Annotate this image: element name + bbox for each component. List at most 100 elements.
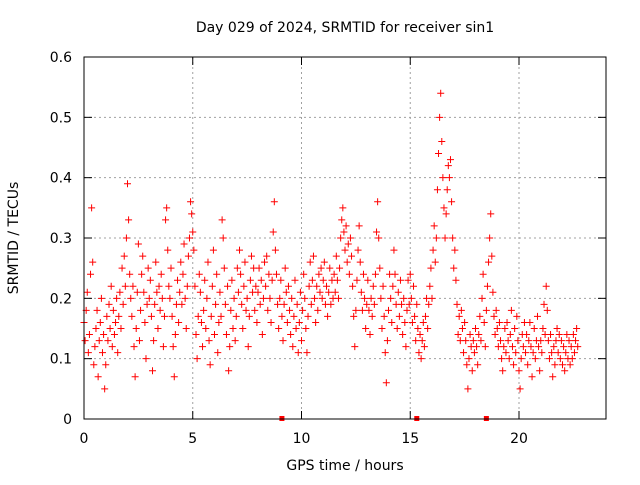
data-point <box>365 306 373 314</box>
data-point <box>106 325 114 332</box>
data-point <box>502 349 510 357</box>
data-point <box>222 331 230 339</box>
data-point <box>207 312 215 320</box>
data-point <box>181 294 189 302</box>
data-point <box>98 349 106 357</box>
data-point <box>438 137 446 145</box>
data-point <box>357 288 365 296</box>
data-point <box>287 331 295 339</box>
data-point <box>160 312 168 320</box>
data-point <box>495 318 503 326</box>
data-point <box>390 246 398 254</box>
data-point <box>406 270 414 278</box>
data-point <box>530 325 538 332</box>
data-point <box>312 318 320 326</box>
data-point <box>412 337 420 345</box>
data-point <box>176 288 184 296</box>
x-axis-label: GPS time / hours <box>286 458 403 474</box>
data-point <box>487 210 495 218</box>
data-point <box>293 300 301 308</box>
data-point <box>219 234 227 242</box>
data-point <box>113 294 121 302</box>
data-point <box>324 312 332 320</box>
data-point <box>355 222 363 230</box>
data-point <box>221 300 229 308</box>
data-point <box>146 276 154 284</box>
data-point <box>95 337 103 345</box>
data-point <box>542 282 550 290</box>
data-point <box>306 258 314 266</box>
data-point <box>241 258 249 266</box>
data-point <box>543 306 551 314</box>
data-point <box>299 306 307 314</box>
data-point <box>258 331 266 339</box>
data-point <box>383 337 391 345</box>
data-point <box>562 349 570 357</box>
data-point <box>537 337 545 345</box>
data-point <box>407 294 415 302</box>
data-point <box>201 276 209 284</box>
data-point <box>421 312 429 320</box>
data-point <box>411 312 419 320</box>
data-point <box>536 367 544 375</box>
data-point <box>300 270 308 278</box>
data-point <box>346 234 354 242</box>
data-point <box>253 318 261 326</box>
data-point <box>510 361 518 369</box>
data-point <box>218 216 226 224</box>
data-point <box>508 343 516 351</box>
data-point <box>139 252 147 260</box>
data-point <box>278 312 286 320</box>
data-point <box>373 228 381 236</box>
data-point <box>307 300 315 308</box>
data-point <box>444 162 452 170</box>
data-point <box>401 318 409 326</box>
data-point <box>451 246 459 254</box>
data-point <box>529 349 537 357</box>
data-point <box>289 343 297 351</box>
data-point <box>140 288 148 296</box>
data-point <box>352 306 360 314</box>
data-point <box>344 240 352 248</box>
data-point <box>108 343 116 351</box>
data-point <box>298 337 305 345</box>
data-point <box>93 306 101 314</box>
data-point <box>364 276 372 284</box>
data-point <box>550 343 558 351</box>
data-point <box>465 355 473 363</box>
data-point <box>195 270 203 278</box>
data-point <box>96 318 104 326</box>
data-point <box>265 270 273 278</box>
data-point <box>427 264 435 272</box>
data-point <box>286 306 294 314</box>
data-point <box>177 258 185 266</box>
data-point <box>363 300 371 308</box>
data-point <box>203 294 211 302</box>
data-point <box>88 204 96 212</box>
data-point <box>292 325 300 332</box>
data-point <box>130 343 138 351</box>
data-point <box>353 276 361 284</box>
data-point <box>243 294 251 302</box>
data-point <box>468 367 476 375</box>
data-point <box>126 270 134 278</box>
data-point <box>239 325 247 332</box>
data-point <box>556 355 564 363</box>
data-point <box>171 331 179 339</box>
data-point <box>367 294 375 302</box>
data-point <box>217 312 225 320</box>
data-point <box>102 361 110 369</box>
data-point <box>110 331 118 339</box>
data-point <box>109 306 117 314</box>
data-point <box>231 337 239 345</box>
data-point <box>313 282 321 290</box>
data-point <box>270 198 278 206</box>
data-point <box>410 282 418 290</box>
data-point <box>301 294 309 302</box>
data-point <box>513 312 521 320</box>
data-point <box>524 361 532 369</box>
data-point <box>141 318 149 326</box>
data-point <box>280 300 288 308</box>
data-point <box>89 258 97 266</box>
